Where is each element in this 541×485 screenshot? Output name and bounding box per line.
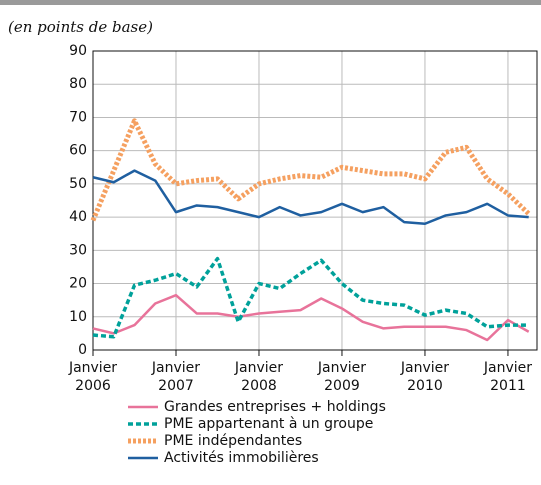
legend-label: PME indépendantes [164, 433, 302, 449]
y-tick-label: 40 [69, 209, 87, 225]
x-tick-label: Janvier 2007 [151, 360, 200, 394]
y-tick-label: 0 [78, 342, 87, 358]
series-line [92, 256, 529, 339]
legend-label: Grandes entreprises + holdings [164, 399, 386, 415]
y-tick-label: 70 [69, 109, 87, 125]
plot-frame [92, 50, 538, 351]
series-line [92, 293, 530, 342]
series-line [90, 118, 531, 222]
chart-subtitle: (en points de base) [8, 18, 153, 36]
y-tick-label: 80 [69, 76, 87, 92]
y-tick-label: 50 [69, 176, 87, 192]
header-bar [0, 0, 541, 5]
series-line [92, 169, 529, 226]
x-tick-label: Janvier 2010 [400, 360, 449, 394]
y-tick-label: 60 [69, 143, 87, 159]
y-tick-label: 90 [69, 43, 87, 59]
y-tick-label: 10 [69, 309, 87, 325]
x-tick-label: Janvier 2011 [483, 360, 532, 394]
legend-label: PME appartenant à un groupe [164, 416, 373, 432]
legend-label: Activités immobilières [164, 450, 319, 466]
y-tick-label: 30 [69, 242, 87, 258]
x-tick-label: Janvier 2009 [317, 360, 366, 394]
x-tick-label: Janvier 2006 [68, 360, 117, 394]
x-tick-label: Janvier 2008 [234, 360, 283, 394]
y-tick-label: 20 [69, 276, 87, 292]
